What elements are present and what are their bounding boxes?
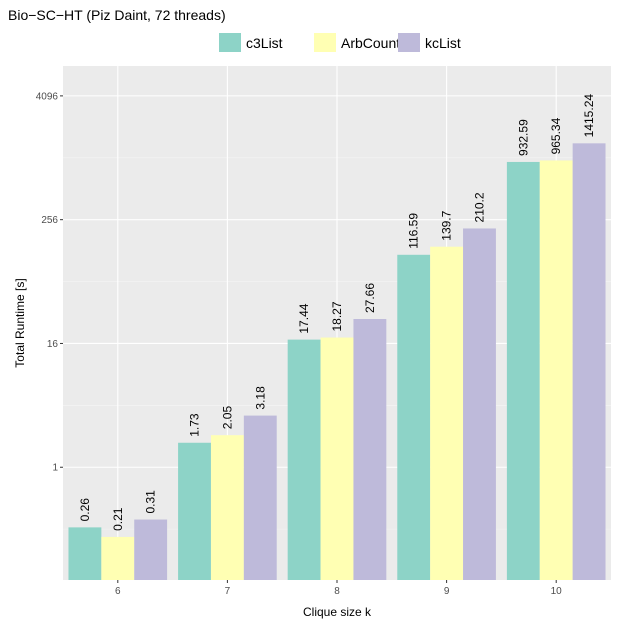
y-tick-label: 4096 — [36, 91, 59, 102]
x-axis: 6 7 8 9 10 — [115, 580, 562, 597]
x-tick-label: 8 — [334, 586, 340, 597]
bar-arbcount-k8 — [320, 337, 354, 580]
legend: c3List ArbCount kcList — [219, 33, 461, 52]
legend-key — [219, 33, 241, 52]
bar-arbcount-k9 — [430, 246, 464, 580]
bar-arbcount-k7 — [210, 435, 244, 580]
bar-arbcount-k6 — [101, 536, 135, 580]
y-axis: 1 16 256 4096 — [36, 91, 63, 474]
bar-kclist-k9 — [463, 228, 496, 580]
data-label: 0.26 — [78, 498, 92, 522]
x-tick-label: 7 — [225, 586, 231, 597]
legend-key — [398, 33, 420, 52]
data-labels: 0.26 0.21 0.31 1.73 2.05 3.18 17.44 18.27 27.66 1… — [78, 94, 596, 531]
bar-c3list-k6 — [68, 527, 102, 580]
bars — [68, 143, 606, 581]
bar-kclist-k6 — [134, 519, 168, 580]
data-label: 27.66 — [363, 283, 377, 313]
legend-item-c3list: c3List — [219, 33, 283, 52]
data-label: 0.21 — [111, 507, 125, 531]
bar-kclist-k8 — [353, 319, 387, 580]
x-tick-label: 9 — [444, 586, 450, 597]
y-tick-label: 256 — [41, 215, 58, 226]
x-axis-title: Clique size k — [303, 605, 372, 619]
legend-item-arbcount: ArbCount — [314, 33, 400, 52]
chart-title: Bio−SC−HT (Piz Daint, 72 threads) — [8, 7, 226, 23]
x-tick-label: 6 — [115, 586, 121, 597]
data-label: 3.18 — [253, 386, 267, 410]
data-label: 1.73 — [188, 413, 202, 437]
legend-label: ArbCount — [341, 35, 400, 51]
data-label: 0.31 — [144, 490, 158, 514]
bar-c3list-k7 — [178, 442, 211, 580]
data-label: 17.44 — [297, 303, 311, 333]
legend-item-kclist: kcList — [398, 33, 461, 52]
bar-c3list-k8 — [287, 339, 321, 580]
data-label: 116.59 — [407, 213, 421, 249]
data-label: 139.7 — [440, 210, 454, 240]
data-label: 18.27 — [330, 301, 344, 331]
legend-key — [314, 33, 336, 52]
bar-kclist-k7 — [243, 415, 277, 580]
data-label: 210.2 — [472, 192, 486, 222]
y-axis-title: Total Runtime [s] — [13, 278, 27, 367]
y-tick-label: 16 — [47, 339, 59, 350]
y-tick-label: 1 — [52, 463, 58, 474]
data-label: 2.05 — [220, 406, 234, 430]
bar-arbcount-k10 — [539, 160, 573, 580]
bar-c3list-k10 — [506, 161, 540, 581]
legend-label: c3List — [246, 35, 283, 51]
data-label: 1415.24 — [582, 94, 596, 138]
data-label: 932.59 — [516, 119, 530, 156]
data-label: 965.34 — [549, 117, 563, 154]
legend-label: kcList — [425, 35, 461, 51]
bar-kclist-k10 — [572, 143, 606, 580]
bar-c3list-k9 — [397, 254, 431, 581]
x-tick-label: 10 — [551, 586, 563, 597]
